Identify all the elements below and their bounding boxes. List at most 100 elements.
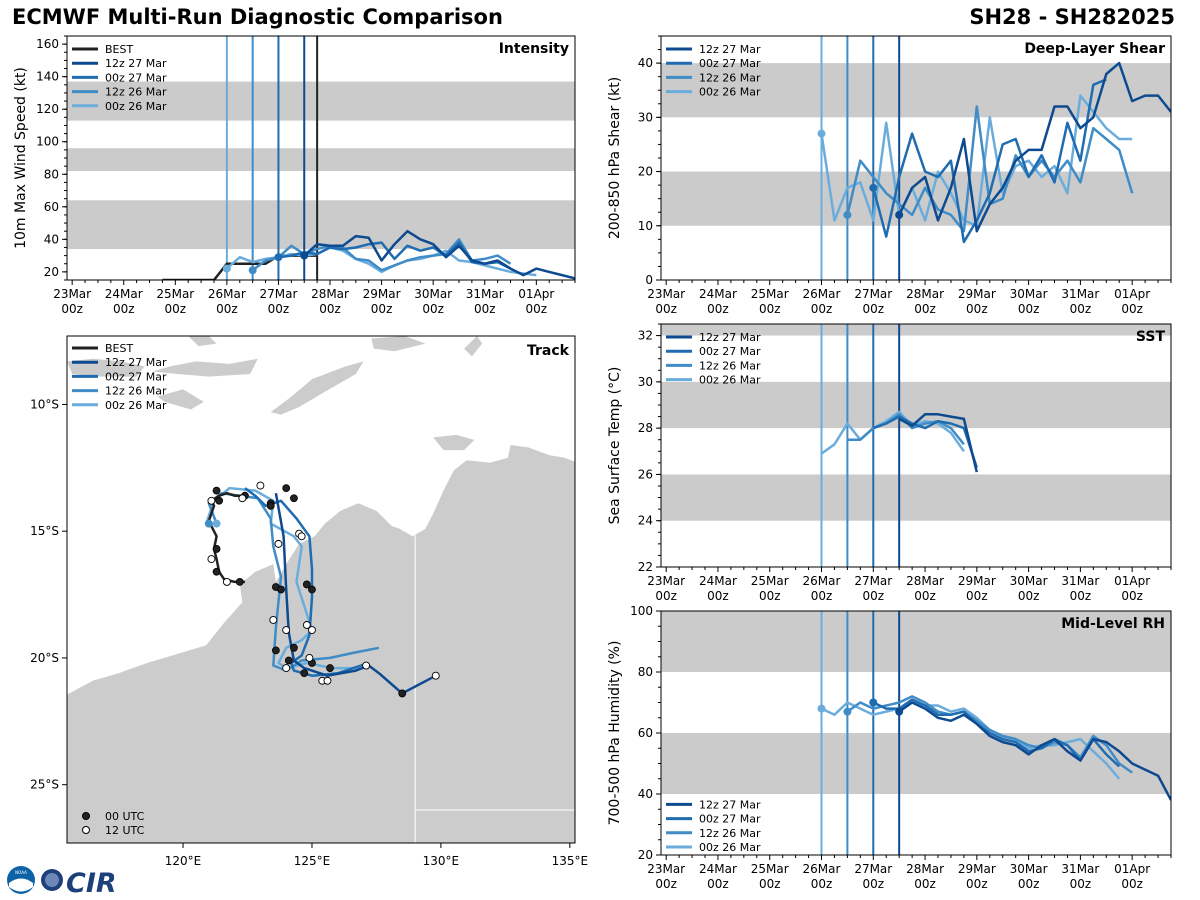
intensity-x-tick-sublabel: 00z [526,302,548,316]
rh-x-tick-sublabel: 00z [707,877,729,891]
track-x-tick-label: 125°E [294,854,331,868]
track-x-tick-label: 120°E [165,854,202,868]
globe-inner-icon [45,873,59,887]
marker-legend-12utc-symbol [82,826,90,834]
rh-panel-title: Mid-Level RH [1061,616,1165,632]
sst-x-tick-label: 28Mar [906,574,944,588]
intensity-legend-label: 00z 26 Mar [105,100,167,113]
shear-x-tick-sublabel: 00z [811,302,833,316]
noaa-badge-text: NOAA [15,870,27,875]
track-panel-title: Track [527,343,570,359]
intensity-y-tick-label: 40 [44,232,59,246]
intensity-legend-label: BEST [105,43,133,56]
sst-series-line [898,413,979,473]
banda-islands [371,336,426,352]
track-y-tick-label: 25°S [30,778,59,792]
track-initial-point [204,519,213,528]
track-point-00utc [302,580,311,589]
sst-band [661,474,1171,521]
track-point-00utc [212,567,221,576]
rh-legend-label: 00z 27 Mar [699,813,761,826]
shear-legend-label: 00z 27 Mar [699,57,761,70]
intensity-band [67,148,575,172]
sst-y-tick-label: 30 [638,375,653,389]
rh-series-line [898,701,1171,801]
sst-x-tick-sublabel: 00z [811,589,833,603]
track-y-tick-label: 15°S [30,524,59,538]
intensity-x-tick-sublabel: 00z [216,302,238,316]
rh-y-tick-label: 40 [638,787,653,801]
intensity-x-tick-sublabel: 00z [61,302,83,316]
sst-y-tick-label: 24 [638,514,653,528]
rh-series-start-point [843,707,852,716]
intensity-x-tick-sublabel: 00z [165,302,187,316]
flores-sea-island [188,336,217,347]
sumba-island [157,389,204,410]
track-point-00utc [398,689,407,698]
shear-legend-label: 12z 26 Mar [699,71,761,84]
track-point-12utc [207,496,216,505]
track-point-00utc [326,664,334,672]
sst-band [661,381,1171,429]
sst-band [661,324,1171,336]
sst-series-line [820,410,965,455]
intensity-band [67,200,575,250]
rh-legend-label: 12z 27 Mar [699,798,761,811]
track-point-12utc [297,532,306,541]
intensity-y-tick-label: 100 [36,135,59,149]
track-point-12utc [269,615,278,624]
sst-x-tick-label: 25Mar [751,574,789,588]
shear-x-tick-label: 24Mar [699,287,737,301]
intensity-series-start-point [222,264,231,273]
track-point-00utc [212,486,221,495]
sst-panel-title: SST [1136,329,1166,345]
track-point-00utc [235,577,244,586]
rh-y-tick-label: 100 [630,604,653,618]
tiwi-islands [433,434,475,451]
track-point-12utc [282,664,291,673]
figure-title: ECMWF Multi-Run Diagnostic Comparison [12,5,503,29]
shear-y-axis-label: 200-850 hPa Shear (kt) [607,77,623,239]
intensity-x-tick-label: 31Mar [466,287,504,301]
track-line [274,492,437,695]
shear-plot-area [661,36,1171,280]
track-point-00utc [290,494,298,503]
track-point-12utc [238,494,247,503]
sst-plot-area [661,324,1171,567]
intensity-panel-title: Intensity [499,41,569,57]
intensity-x-tick-label: 24Mar [105,287,143,301]
sst-legend-label: 00z 26 Mar [699,374,761,387]
rh-series-line [846,695,1133,774]
rh-band [661,611,1171,672]
sst-x-tick-label: 29Mar [958,574,996,588]
rh-x-tick-sublabel: 00z [966,877,988,891]
shear-x-tick-label: 25Mar [751,287,789,301]
track-point-12utc [256,481,265,490]
intensity-x-tick-label: 26Mar [208,287,246,301]
shear-series-start-point [817,129,826,138]
sst-y-tick-label: 28 [638,421,653,435]
rh-x-tick-label: 29Mar [958,862,996,876]
sst-x-tick-sublabel: 00z [759,589,781,603]
rh-x-tick-label: 31Mar [1061,862,1099,876]
shear-x-tick-label: 27Mar [854,287,892,301]
intensity-series-start-point [300,251,309,260]
shear-y-tick-label: 0 [645,273,653,287]
intensity-y-tick-label: 160 [36,37,59,51]
shear-x-tick-label: 23Mar [647,287,685,301]
shear-x-tick-label: 28Mar [906,287,944,301]
sst-series-line [872,415,978,468]
sst-x-tick-sublabel: 00z [914,589,936,603]
rh-y-tick-label: 80 [638,665,653,679]
intensity-x-tick-label: 25Mar [156,287,194,301]
shear-y-tick-label: 10 [638,219,653,233]
shear-x-tick-sublabel: 00z [1070,302,1092,316]
intensity-series-line [303,229,575,280]
shear-x-tick-sublabel: 00z [655,302,677,316]
intensity-legend-label: 00z 27 Mar [105,71,167,84]
marker-legend-00utc-label: 00 UTC [105,810,145,823]
sst-legend-label: 12z 26 Mar [699,359,761,372]
rh-x-tick-sublabel: 00z [1121,877,1143,891]
rh-series-start-point [869,698,878,707]
